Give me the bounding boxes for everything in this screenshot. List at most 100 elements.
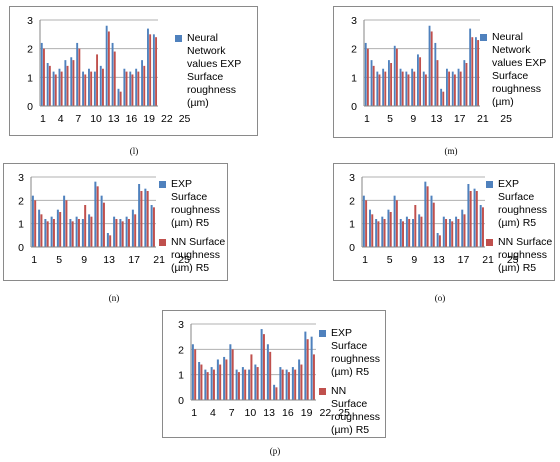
bar-nn bbox=[121, 221, 124, 247]
y-tick-label: 2 bbox=[178, 344, 184, 356]
bar-nn bbox=[451, 221, 454, 247]
bar-exp bbox=[82, 71, 85, 106]
x-tick-label: 1 bbox=[191, 407, 197, 419]
bar-exp bbox=[461, 209, 464, 247]
bar-nn bbox=[463, 214, 466, 247]
bar-exp bbox=[364, 42, 367, 106]
x-tick-label: 13 bbox=[108, 113, 120, 125]
bar-exp bbox=[434, 42, 437, 106]
bar-nn bbox=[127, 219, 130, 247]
x-tick-label: 25 bbox=[178, 254, 190, 266]
x-tick-label: 7 bbox=[229, 407, 235, 419]
bar-nn bbox=[395, 200, 398, 247]
y-tick-label: 1 bbox=[351, 72, 357, 84]
bar-nn bbox=[269, 351, 272, 400]
bar-exp bbox=[479, 205, 482, 247]
bar-exp bbox=[150, 205, 153, 247]
bar-exp bbox=[46, 63, 49, 106]
bar-exp bbox=[381, 216, 384, 247]
bar-exp bbox=[131, 209, 134, 247]
legend-item: EXP Surface roughness (µm) R5 bbox=[159, 178, 227, 230]
legend-item: NN Surface roughness (µm) R5 bbox=[486, 236, 554, 275]
bar-nn bbox=[244, 369, 247, 400]
legend-swatch-exp bbox=[159, 181, 166, 188]
bar-nn bbox=[90, 71, 93, 106]
x-tick-label: 16 bbox=[282, 407, 294, 419]
legend-swatch-exp bbox=[319, 330, 326, 337]
x-tick-label: 9 bbox=[410, 113, 416, 125]
bar-nn bbox=[448, 71, 451, 106]
x-tick-label: 1 bbox=[40, 113, 46, 125]
y-tick-label: 3 bbox=[349, 172, 355, 184]
bar-exp bbox=[99, 65, 102, 106]
bar-exp bbox=[135, 68, 138, 106]
x-tick-label: 25 bbox=[338, 407, 350, 419]
bar-nn bbox=[131, 74, 134, 106]
legend-swatch-exp bbox=[486, 181, 493, 188]
legend-item: EXP Surface roughness (µm) R5 bbox=[319, 327, 385, 379]
legend-label: NN Surface roughness (µm) R5 bbox=[171, 236, 226, 274]
x-tick-label: 5 bbox=[387, 254, 393, 266]
bar-exp bbox=[405, 216, 408, 247]
bar-nn bbox=[225, 359, 228, 400]
y-tick-label: 0 bbox=[349, 242, 355, 254]
bar-nn bbox=[424, 74, 427, 106]
bar-nn bbox=[113, 51, 116, 106]
bar-nn bbox=[469, 191, 472, 247]
y-tick-label: 2 bbox=[18, 195, 24, 207]
chart-m-legend: Neural Network values EXP Surface roughn… bbox=[480, 31, 552, 109]
bar-nn bbox=[377, 221, 380, 247]
bar-nn bbox=[475, 191, 478, 247]
x-tick-label: 25 bbox=[179, 113, 191, 125]
bar-exp bbox=[100, 195, 103, 247]
bar-exp bbox=[123, 68, 126, 106]
x-tick-label: 19 bbox=[301, 407, 313, 419]
bar-exp bbox=[451, 71, 454, 106]
bar-nn bbox=[134, 214, 137, 247]
x-tick-label: 1 bbox=[364, 113, 370, 125]
bar-exp bbox=[279, 367, 282, 400]
chart-panel-p: 0 1 2 3 1 4 7 10 13 16 19 22 25 EXP Surface roughnes… bbox=[162, 310, 386, 438]
bar-nn bbox=[471, 37, 474, 107]
bar-nn bbox=[34, 200, 37, 247]
x-tick-label: 17 bbox=[128, 254, 140, 266]
bar-nn bbox=[237, 372, 240, 400]
bar-nn bbox=[54, 74, 57, 106]
bar-nn bbox=[90, 216, 93, 247]
legend-item: Neural Network values EXP Surface roughn… bbox=[175, 32, 255, 110]
bar-exp bbox=[417, 54, 419, 106]
x-tick-label: 4 bbox=[58, 113, 64, 125]
bar-exp bbox=[88, 214, 91, 247]
legend-swatch-nn bbox=[486, 239, 493, 246]
chart-p-legend: EXP Surface roughness (µm) R5 NN Surface… bbox=[319, 327, 385, 437]
bar-nn bbox=[59, 212, 62, 247]
bar-exp bbox=[418, 214, 421, 247]
bar-exp bbox=[369, 209, 371, 247]
bar-nn bbox=[155, 37, 158, 107]
legend-label: Neural Network values EXP Surface roughn… bbox=[187, 32, 242, 109]
x-tick-label: 10 bbox=[90, 113, 102, 125]
bar-exp bbox=[216, 359, 219, 400]
bar-nn bbox=[465, 63, 468, 106]
bar-nn bbox=[402, 221, 404, 247]
bar-nn bbox=[143, 65, 146, 106]
bar-nn bbox=[137, 71, 140, 106]
x-tick-label: 21 bbox=[477, 113, 489, 125]
x-tick-label: 19 bbox=[143, 113, 155, 125]
bar-nn bbox=[294, 369, 297, 400]
bar-nn bbox=[457, 219, 460, 247]
bar-exp bbox=[147, 28, 149, 107]
bar-nn bbox=[152, 207, 155, 247]
legend-item: NN Surface roughness (µm) R5 bbox=[159, 236, 227, 275]
bar-nn bbox=[438, 235, 441, 247]
bar-nn bbox=[275, 387, 278, 400]
bar-nn bbox=[65, 200, 68, 247]
bar-exp bbox=[38, 209, 41, 247]
bar-exp bbox=[235, 369, 238, 400]
bar-nn bbox=[426, 186, 429, 247]
bar-nn bbox=[395, 48, 398, 106]
x-tick-label: 21 bbox=[153, 254, 165, 266]
bar-nn bbox=[96, 54, 99, 106]
